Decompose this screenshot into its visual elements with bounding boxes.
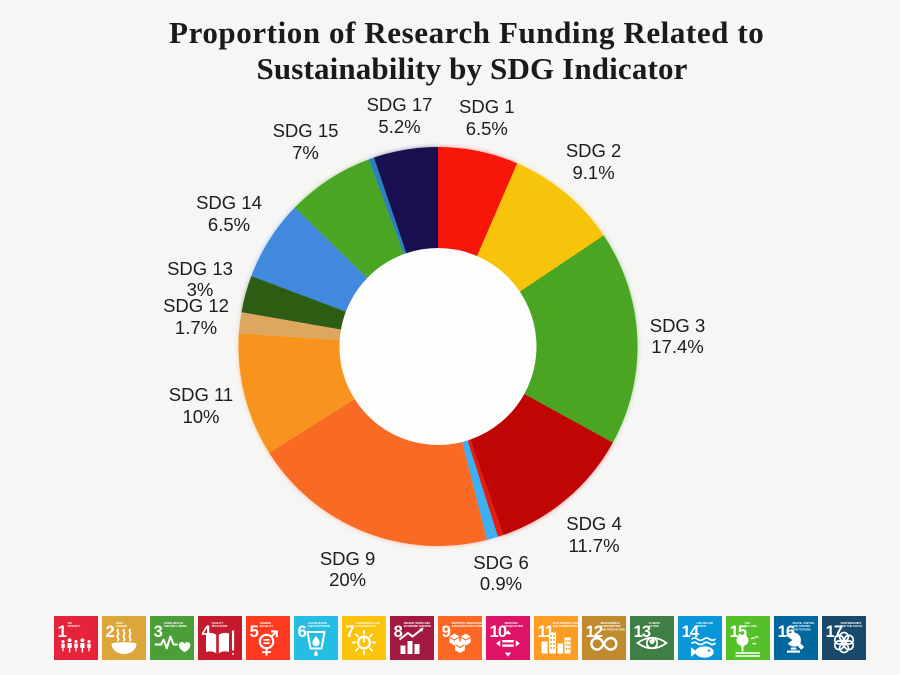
svg-text:INDUSTRY, INNOVATION: INDUSTRY, INNOVATION [452,621,482,625]
svg-text:LIFE: LIFE [745,621,751,625]
svg-text:AFFORDABLE AND: AFFORDABLE AND [356,621,381,625]
svg-text:AND PRODUCTION: AND PRODUCTION [601,627,625,631]
svg-text:9: 9 [442,623,451,641]
svg-text:AND INFRASTRUCTURE: AND INFRASTRUCTURE [452,624,482,628]
svg-text:HUNGER: HUNGER [116,624,128,628]
svg-text:14: 14 [682,623,700,641]
svg-text:EQUALITY: EQUALITY [260,624,274,628]
svg-text:RESPONSIBLE: RESPONSIBLE [601,621,620,625]
svg-text:AND SANITATION: AND SANITATION [308,624,330,628]
svg-text:6: 6 [298,623,307,641]
svg-text:REDUCED: REDUCED [505,621,518,625]
svg-text:2: 2 [106,623,115,641]
svg-text:10: 10 [490,623,507,641]
svg-text:NO: NO [68,621,72,625]
svg-text:AND STRONG: AND STRONG [793,624,811,628]
svg-text:1: 1 [58,623,67,641]
svg-text:CONSUMPTION: CONSUMPTION [601,624,621,628]
svg-text:WATER: WATER [697,624,706,628]
svg-text:FOR THE GOALS: FOR THE GOALS [841,624,863,628]
svg-text:ACTION: ACTION [649,624,659,628]
svg-text:ECONOMIC GROWTH: ECONOMIC GROWTH [404,624,431,628]
svg-text:ON LAND: ON LAND [745,624,757,628]
svg-text:CLEAN WATER: CLEAN WATER [308,621,327,625]
svg-text:ZERO: ZERO [116,621,123,625]
svg-text:AND WELL-BEING: AND WELL-BEING [164,624,187,628]
svg-text:SUSTAINABLE CITIES: SUSTAINABLE CITIES [553,621,578,625]
svg-text:QUALITY: QUALITY [212,621,224,625]
svg-text:PEACE, JUSTICE: PEACE, JUSTICE [793,621,815,625]
svg-text:DECENT WORK AND: DECENT WORK AND [404,621,430,625]
svg-text:CLIMATE: CLIMATE [649,621,661,625]
svg-text:12: 12 [586,623,603,641]
svg-text:8: 8 [394,623,403,641]
svg-text:LIFE BELOW: LIFE BELOW [697,621,714,625]
svg-text:PARTNERSHIPS: PARTNERSHIPS [841,621,862,625]
svg-text:INSTITUTIONS: INSTITUTIONS [793,627,812,631]
svg-text:AND COMMUNITIES: AND COMMUNITIES [553,624,578,628]
svg-text:CLEAN ENERGY: CLEAN ENERGY [356,624,377,628]
svg-text:3: 3 [154,623,163,641]
svg-text:4: 4 [202,623,212,641]
svg-text:7: 7 [346,623,355,641]
svg-text:13: 13 [634,623,651,641]
svg-text:INEQUALITIES: INEQUALITIES [505,624,524,628]
svg-text:5: 5 [250,623,259,641]
svg-text:EDUCATION: EDUCATION [212,624,228,628]
svg-text:GOOD HEALTH: GOOD HEALTH [164,621,183,625]
svg-text:GENDER: GENDER [260,621,271,625]
svg-text:POVERTY: POVERTY [68,624,81,628]
